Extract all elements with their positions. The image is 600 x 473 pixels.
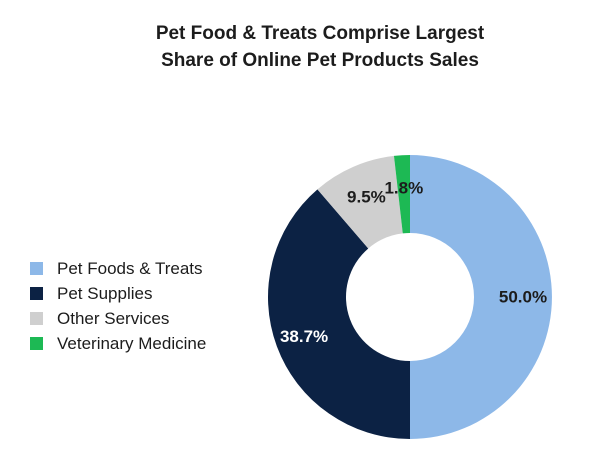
data-label-veterinary-medicine: 1.8% [384, 179, 423, 198]
legend-label: Other Services [57, 308, 170, 328]
legend-swatch [30, 262, 43, 275]
chart-title: Pet Food & Treats Comprise Largest Share… [0, 20, 600, 74]
legend-item-pet-foods-treats: Pet Foods & Treats [30, 256, 206, 281]
slice-pet-supplies [268, 189, 410, 439]
data-label-pet-supplies: 38.7% [280, 327, 328, 346]
legend-item-other-services: Other Services [30, 306, 206, 331]
legend-swatch [30, 337, 43, 350]
legend-swatch [30, 287, 43, 300]
legend-label: Veterinary Medicine [57, 333, 207, 353]
legend-item-pet-supplies: Pet Supplies [30, 281, 206, 306]
chart-title-line-1: Pet Food & Treats Comprise Largest [155, 23, 485, 44]
slice-other-services [317, 155, 403, 249]
legend-swatch [30, 312, 43, 325]
slice-veterinary-medicine [393, 155, 410, 234]
legend-label: Pet Foods & Treats [57, 258, 203, 278]
data-label-other-services: 9.5% [347, 188, 386, 207]
chart-legend: Pet Foods & Treats Pet Supplies Other Se… [30, 256, 206, 356]
legend-item-veterinary-medicine: Veterinary Medicine [30, 331, 206, 356]
data-label-pet-foods-treats: 50.0% [499, 288, 547, 307]
slice-pet-foods-treats [410, 155, 552, 439]
legend-label: Pet Supplies [57, 283, 153, 303]
chart-title-line-2: Share of Online Pet Products Sales [161, 50, 479, 71]
